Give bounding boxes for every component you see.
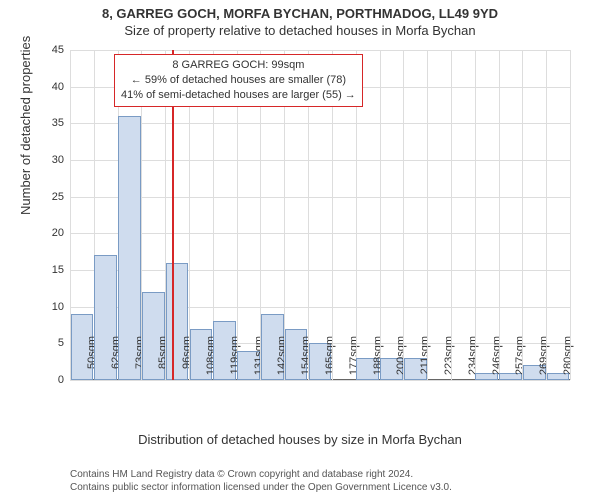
footer-line2: Contains public sector information licen… — [70, 481, 452, 494]
gridline-v — [475, 50, 476, 380]
gridline-h — [70, 160, 570, 161]
gridline-h — [70, 197, 570, 198]
y-tick-label: 10 — [34, 301, 64, 313]
y-axis-label: Number of detached properties — [18, 36, 33, 215]
y-tick-label: 20 — [34, 227, 64, 239]
y-tick-label: 45 — [34, 44, 64, 56]
y-tick-label: 0 — [34, 374, 64, 386]
gridline-v — [522, 50, 523, 380]
x-tick-label: 211sqm — [419, 336, 431, 386]
y-tick-label: 30 — [34, 154, 64, 166]
gridline-h — [70, 233, 570, 234]
gridline-v — [451, 50, 452, 380]
annotation-line3: 41% of semi-detached houses are larger (… — [121, 88, 356, 103]
gridline-v — [427, 50, 428, 380]
y-tick-label: 35 — [34, 117, 64, 129]
chart-title: 8, GARREG GOCH, MORFA BYCHAN, PORTHMADOG… — [0, 0, 600, 21]
x-axis-label: Distribution of detached houses by size … — [0, 432, 600, 447]
y-tick-label: 40 — [34, 81, 64, 93]
x-tick-label: 280sqm — [562, 336, 574, 386]
annotation-line2: ← 59% of detached houses are smaller (78… — [121, 73, 356, 88]
gridline-h — [70, 270, 570, 271]
x-tick-label: 165sqm — [324, 336, 336, 386]
x-tick-label: 223sqm — [443, 336, 455, 386]
annotation-line1: 8 GARREG GOCH: 99sqm — [121, 58, 356, 73]
chart-container: 8, GARREG GOCH, MORFA BYCHAN, PORTHMADOG… — [0, 0, 600, 500]
gridline-v — [546, 50, 547, 380]
gridline-v — [499, 50, 500, 380]
gridline-h — [70, 50, 570, 51]
footer-line1: Contains HM Land Registry data © Crown c… — [70, 468, 452, 481]
gridline-v — [570, 50, 571, 380]
y-tick-label: 5 — [34, 337, 64, 349]
plot-area: 05101520253035404550sqm62sqm73sqm85sqm96… — [70, 50, 570, 380]
chart-subtitle: Size of property relative to detached ho… — [0, 21, 600, 38]
gridline-v — [403, 50, 404, 380]
footer: Contains HM Land Registry data © Crown c… — [70, 468, 452, 494]
gridline-h — [70, 123, 570, 124]
y-tick-label: 25 — [34, 191, 64, 203]
gridline-v — [380, 50, 381, 380]
annotation-box: 8 GARREG GOCH: 99sqm ← 59% of detached h… — [114, 54, 363, 107]
y-tick-label: 15 — [34, 264, 64, 276]
